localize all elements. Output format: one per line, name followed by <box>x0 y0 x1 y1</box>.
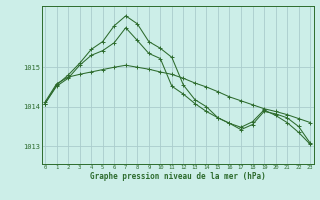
X-axis label: Graphe pression niveau de la mer (hPa): Graphe pression niveau de la mer (hPa) <box>90 172 266 181</box>
